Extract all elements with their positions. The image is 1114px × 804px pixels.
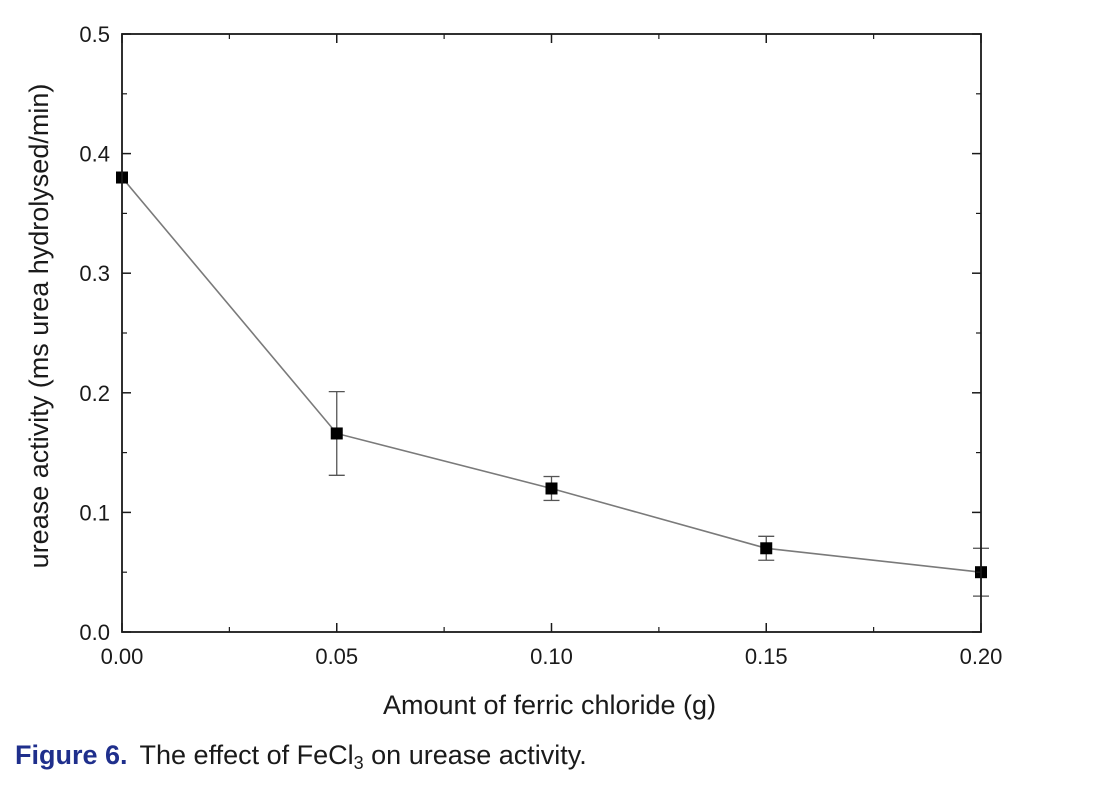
y-tick-label: 0.5 <box>79 22 110 47</box>
data-markers <box>116 171 987 579</box>
caption-text-end: on urease activity. <box>363 740 587 770</box>
y-axis-title: urease activity (ms urea hydrolysed/min) <box>24 84 54 569</box>
y-tick-label: 0.0 <box>79 620 110 645</box>
series-polyline <box>121 177 982 573</box>
figure-caption: Figure 6. The effect of FeCl3 on urease a… <box>15 740 587 773</box>
caption-subscript: 3 <box>353 753 364 773</box>
data-point <box>545 482 558 495</box>
y-tick-label: 0.1 <box>79 500 110 525</box>
y-axis-ticks: 0.0 0.1 0.2 0.3 0.4 0.5 <box>79 22 981 645</box>
chart: 0.00 0.05 0.10 0.15 0.20 0.00.10.20.30.40.5 … <box>24 22 1003 720</box>
data-point <box>330 427 343 440</box>
y-tick-label: 0.2 <box>79 381 110 406</box>
x-tick-label: 0.15 <box>745 644 788 669</box>
x-tick-label: 0.05 <box>315 644 358 669</box>
x-axis-title: Amount of ferric chloride (g) <box>383 690 716 720</box>
x-tick-label: 0.10 <box>530 644 573 669</box>
caption-label: Figure 6. <box>15 740 128 770</box>
error-bars <box>328 390 989 597</box>
plot-frame <box>121 33 982 633</box>
series-line <box>121 177 982 573</box>
x-tick-label: 0.00 <box>101 644 144 669</box>
plot-border <box>121 33 982 633</box>
y-tick-label: 0.4 <box>79 142 110 167</box>
caption-text: The effect of FeCl <box>139 740 354 770</box>
data-point <box>760 542 773 555</box>
x-axis-ticks: 0.00 0.05 0.10 0.15 0.20 <box>101 34 1003 669</box>
y-tick-label: 0.3 <box>79 261 110 286</box>
x-tick-label: 0.20 <box>960 644 1003 669</box>
